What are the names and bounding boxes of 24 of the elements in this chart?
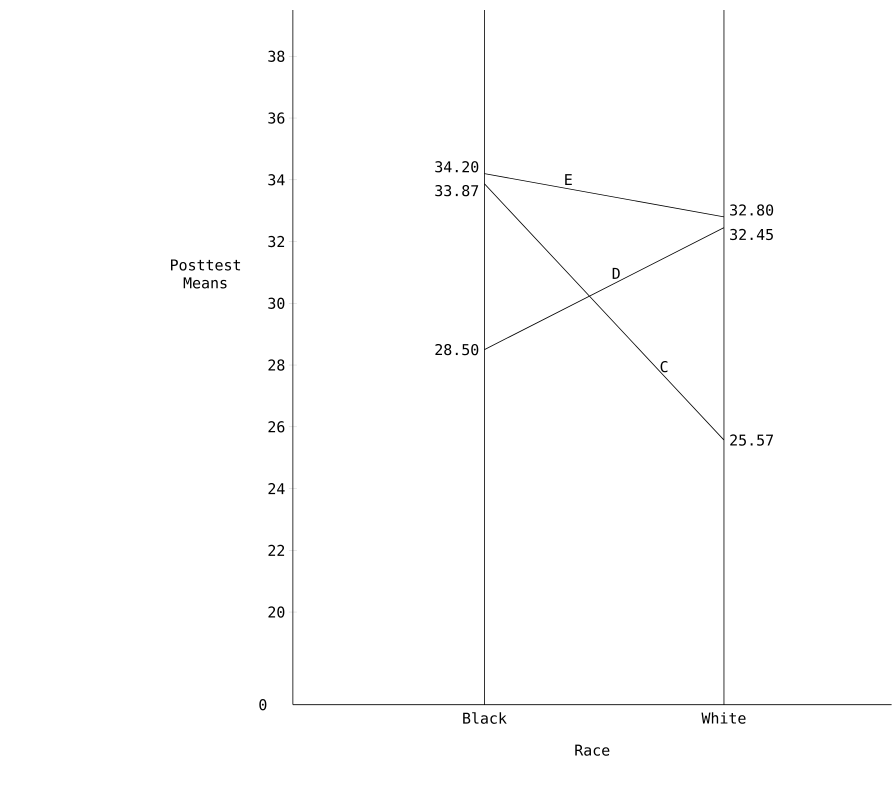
x-axis-title: Race	[575, 744, 610, 756]
y-axis-title: Posttest Means	[171, 260, 240, 289]
y-tick-label: 36	[268, 112, 284, 124]
y-tick-label: 34	[268, 174, 285, 186]
data-label: 34.20	[435, 161, 478, 173]
data-label: 32.45	[730, 229, 773, 240]
y-tick-label: 20	[268, 606, 284, 618]
series-label: D	[612, 268, 620, 279]
series-label: E	[565, 174, 572, 186]
y-tick-label: 38	[268, 50, 284, 62]
x-tick-label: Black	[463, 712, 507, 724]
x-tick-label: White	[701, 712, 746, 724]
y-tick-label: 28	[268, 360, 284, 371]
y-tick-label: 32	[268, 236, 284, 248]
series-label: C	[660, 361, 668, 372]
data-label: 33.87	[435, 185, 478, 196]
data-label: 28.50	[435, 344, 478, 356]
y-tick-label: 26	[268, 421, 284, 433]
y-tick-label: 22	[268, 544, 284, 556]
text: 0	[259, 699, 266, 711]
y-tick-label: 24	[268, 483, 285, 494]
data-label: 32.80	[730, 204, 774, 216]
y-tick-label: 30	[268, 298, 284, 310]
data-label: 25.57	[730, 434, 773, 446]
